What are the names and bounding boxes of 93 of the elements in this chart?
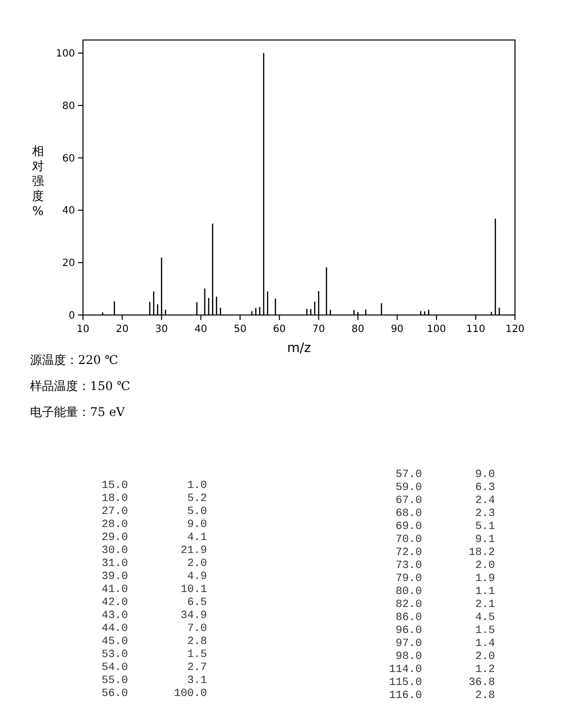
- category-label: 45.0: [102, 636, 128, 648]
- text: 2.0: [475, 560, 495, 572]
- text: 34.9: [180, 610, 207, 622]
- category-label: 44.0: [102, 623, 128, 635]
- text: 样品温度：150 ℃: [30, 379, 130, 393]
- text: 2.3: [475, 508, 495, 520]
- text: 21.9: [180, 545, 207, 557]
- y-tick-label: 80: [62, 100, 75, 112]
- category-label: 98.0: [396, 651, 422, 663]
- category-label: 59.0: [396, 482, 422, 494]
- text: 1.2: [475, 664, 495, 676]
- text: 7.0: [187, 623, 207, 635]
- text: 1.5: [475, 625, 495, 637]
- category-label: 29.0: [102, 532, 128, 544]
- text: 2.0: [187, 558, 207, 570]
- y-tick-label: 40: [62, 206, 75, 217]
- category-label: 96.0: [396, 625, 422, 637]
- x-tick-label: 100: [426, 324, 446, 335]
- category-label: 67.0: [396, 495, 422, 507]
- text: 5.2: [187, 493, 207, 505]
- text: 2.0: [475, 651, 495, 663]
- y-tick-label: 100: [56, 48, 75, 60]
- category-label: 56.0: [102, 688, 128, 700]
- text: 2.8: [475, 690, 495, 702]
- text: 2.1: [475, 599, 495, 611]
- category-label: 97.0: [396, 638, 422, 650]
- text: 1.4: [475, 638, 495, 650]
- y-axis-title: 相对强度%: [32, 144, 44, 218]
- text: 3.1: [187, 675, 207, 687]
- text: 4.5: [475, 612, 495, 624]
- category-label: 55.0: [102, 675, 128, 687]
- category-label: 69.0: [396, 521, 422, 533]
- text: 电子能量：75 eV: [30, 405, 126, 419]
- category-label: 41.0: [102, 584, 128, 596]
- text: 6.3: [475, 482, 495, 494]
- category-label: 73.0: [396, 560, 422, 572]
- x-tick-label: 120: [505, 324, 525, 335]
- x-tick-label: 110: [466, 324, 486, 335]
- category-label: 79.0: [396, 573, 422, 585]
- category-label: 31.0: [102, 558, 128, 570]
- category-label: 27.0: [102, 506, 128, 518]
- x-tick-label: 60: [272, 324, 286, 335]
- category-label: 70.0: [396, 534, 422, 546]
- text: 10.1: [180, 584, 207, 596]
- category-label: 115.0: [388, 677, 422, 689]
- x-tick-label: 70: [312, 324, 326, 335]
- x-tick-label: 20: [116, 324, 129, 335]
- category-label: 82.0: [396, 599, 422, 611]
- text: 2.7: [187, 662, 207, 674]
- text: 6.5: [187, 597, 207, 609]
- category-label: 57.0: [396, 469, 422, 481]
- text: 1.0: [187, 480, 207, 492]
- text: 1.1: [475, 586, 495, 598]
- category-label: 43.0: [102, 610, 128, 622]
- text: 1.5: [187, 649, 207, 661]
- category-label: 53.0: [102, 649, 128, 661]
- category-label: 28.0: [102, 519, 128, 531]
- category-label: 68.0: [396, 508, 422, 520]
- y-tick-label: 0: [68, 310, 75, 322]
- text: 2.8: [187, 636, 207, 648]
- category-label: 15.0: [102, 480, 128, 492]
- category-label: 116.0: [388, 690, 422, 702]
- text: 36.8: [468, 677, 495, 689]
- text: 2.4: [475, 495, 495, 507]
- text: 4.9: [187, 571, 207, 583]
- x-axis-title: m/z: [287, 341, 312, 356]
- category-label: 39.0: [102, 571, 128, 583]
- y-tick-label: 20: [62, 258, 75, 270]
- category-label: 30.0: [102, 545, 128, 557]
- text: 9.0: [187, 519, 207, 531]
- text: 9.0: [475, 469, 495, 481]
- text: 18.2: [468, 547, 495, 559]
- y-tick-label: 60: [62, 153, 75, 164]
- category-label: 42.0: [102, 597, 128, 609]
- x-tick-label: 80: [352, 324, 364, 335]
- category-label: 54.0: [102, 662, 128, 674]
- category-label: 86.0: [396, 612, 422, 624]
- x-tick-label: 90: [390, 324, 404, 335]
- category-label: 72.0: [396, 547, 422, 559]
- text: 4.1: [187, 532, 207, 544]
- x-tick-label: 30: [155, 324, 168, 335]
- x-tick-label: 40: [194, 324, 208, 335]
- text: 5.0: [187, 506, 207, 518]
- x-tick-label: 10: [76, 324, 90, 335]
- text: 源温度：220 ℃: [30, 353, 118, 367]
- text: 5.1: [475, 521, 495, 533]
- category-label: 114.0: [388, 664, 422, 676]
- x-tick-label: 50: [234, 324, 246, 335]
- text: 100.0: [174, 688, 207, 700]
- text: 9.1: [475, 534, 495, 546]
- category-label: 18.0: [102, 493, 128, 505]
- category-label: 80.0: [396, 586, 422, 598]
- text: 1.9: [475, 573, 495, 585]
